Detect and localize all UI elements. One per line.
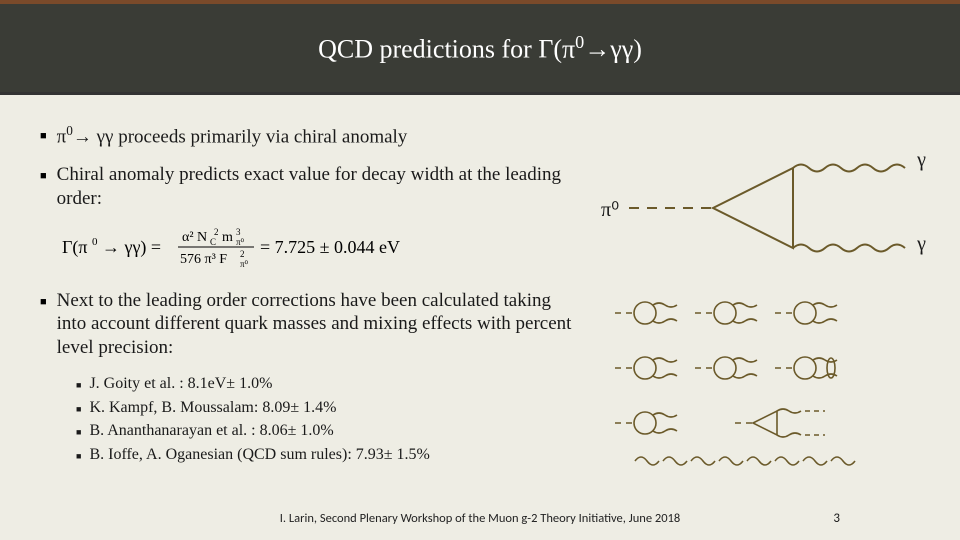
svg-text:= 7.725 ± 0.044 eV: = 7.725 ± 0.044 eV — [260, 237, 400, 257]
svg-text:576 π³ F: 576 π³ F — [180, 252, 227, 267]
sub-list: ■ J. Goity et al. : 8.1eV± 1.0% ■ K. Kam… — [76, 374, 585, 466]
feynman-diagrams-svg — [605, 123, 920, 483]
bullet-square-icon: ■ — [76, 427, 81, 437]
bullet-square-icon: ■ — [40, 170, 47, 182]
b1-rest: → γγ proceeds primarily via chiral anoma… — [73, 126, 407, 147]
slide-title: QCD predictions for Γ(π0→γγ) — [318, 32, 642, 65]
title-bar: QCD predictions for Γ(π0→γγ) — [0, 0, 960, 95]
svg-text:0: 0 — [92, 236, 98, 248]
bullet-2-text: Chiral anomaly predicts exact value for … — [57, 163, 585, 211]
svg-text:2: 2 — [240, 249, 245, 259]
right-column: π⁰ γ γ — [605, 123, 920, 483]
sub-item: ■ K. Kampf, B. Moussalam: 8.09± 1.4% — [76, 398, 585, 419]
formula-svg: Γ(π 0 → γγ) = α² N 2 C m 3 π⁰ 576 π³ F 2… — [62, 225, 462, 271]
bullet-3-text: Next to the leading order corrections ha… — [57, 289, 585, 360]
gamma-label-top: γ — [917, 149, 926, 172]
pi0-label: π⁰ — [601, 197, 619, 222]
bullet-square-icon: ■ — [40, 296, 47, 308]
sub-item-text: J. Goity et al. : 8.1eV± 1.0% — [89, 374, 272, 395]
sub-item: ■ B. Ioffe, A. Oganesian (QCD sum rules)… — [76, 445, 585, 466]
bullet-square-icon: ■ — [76, 380, 81, 390]
bullet-square-icon: ■ — [40, 130, 47, 142]
content-area: ■ π0→ γγ proceeds primarily via chiral a… — [0, 95, 960, 483]
svg-text:m: m — [222, 230, 233, 245]
svg-text:C: C — [210, 237, 216, 247]
b1-sup: 0 — [66, 123, 73, 138]
title-sup: 0 — [575, 32, 584, 52]
title-symbol: Γ(π — [538, 34, 575, 63]
svg-text:π⁰: π⁰ — [240, 259, 249, 269]
sub-item-text: K. Kampf, B. Moussalam: 8.09± 1.4% — [89, 398, 336, 419]
title-arrow: →γγ) — [584, 34, 642, 63]
svg-text:→ γγ) =: → γγ) = — [102, 237, 161, 258]
svg-text:α² N: α² N — [182, 230, 207, 245]
bullet-1-text: π0→ γγ proceeds primarily via chiral ano… — [57, 123, 408, 149]
left-column: ■ π0→ γγ proceeds primarily via chiral a… — [40, 123, 585, 483]
svg-text:π⁰: π⁰ — [236, 237, 245, 247]
sub-item: ■ B. Ananthanarayan et al. : 8.06± 1.0% — [76, 421, 585, 442]
footer-text: I. Larin, Second Plenary Workshop of the… — [0, 511, 960, 526]
bullet-square-icon: ■ — [76, 404, 81, 414]
decay-width-formula: Γ(π 0 → γγ) = α² N 2 C m 3 π⁰ 576 π³ F 2… — [62, 225, 585, 271]
bullet-2: ■ Chiral anomaly predicts exact value fo… — [40, 163, 585, 211]
sub-item: ■ J. Goity et al. : 8.1eV± 1.0% — [76, 374, 585, 395]
sub-item-text: B. Ananthanarayan et al. : 8.06± 1.0% — [89, 421, 333, 442]
svg-text:Γ(π: Γ(π — [62, 237, 88, 258]
bullet-1: ■ π0→ γγ proceeds primarily via chiral a… — [40, 123, 585, 149]
svg-text:2: 2 — [214, 227, 219, 237]
bullet-square-icon: ■ — [76, 451, 81, 461]
svg-text:3: 3 — [236, 227, 241, 237]
gamma-label-bottom: γ — [917, 233, 926, 256]
b1-prefix: π — [57, 126, 67, 147]
title-prefix: QCD predictions for — [318, 34, 538, 63]
page-number: 3 — [833, 511, 840, 526]
sub-item-text: B. Ioffe, A. Oganesian (QCD sum rules): … — [89, 445, 429, 466]
bullet-3: ■ Next to the leading order corrections … — [40, 289, 585, 360]
